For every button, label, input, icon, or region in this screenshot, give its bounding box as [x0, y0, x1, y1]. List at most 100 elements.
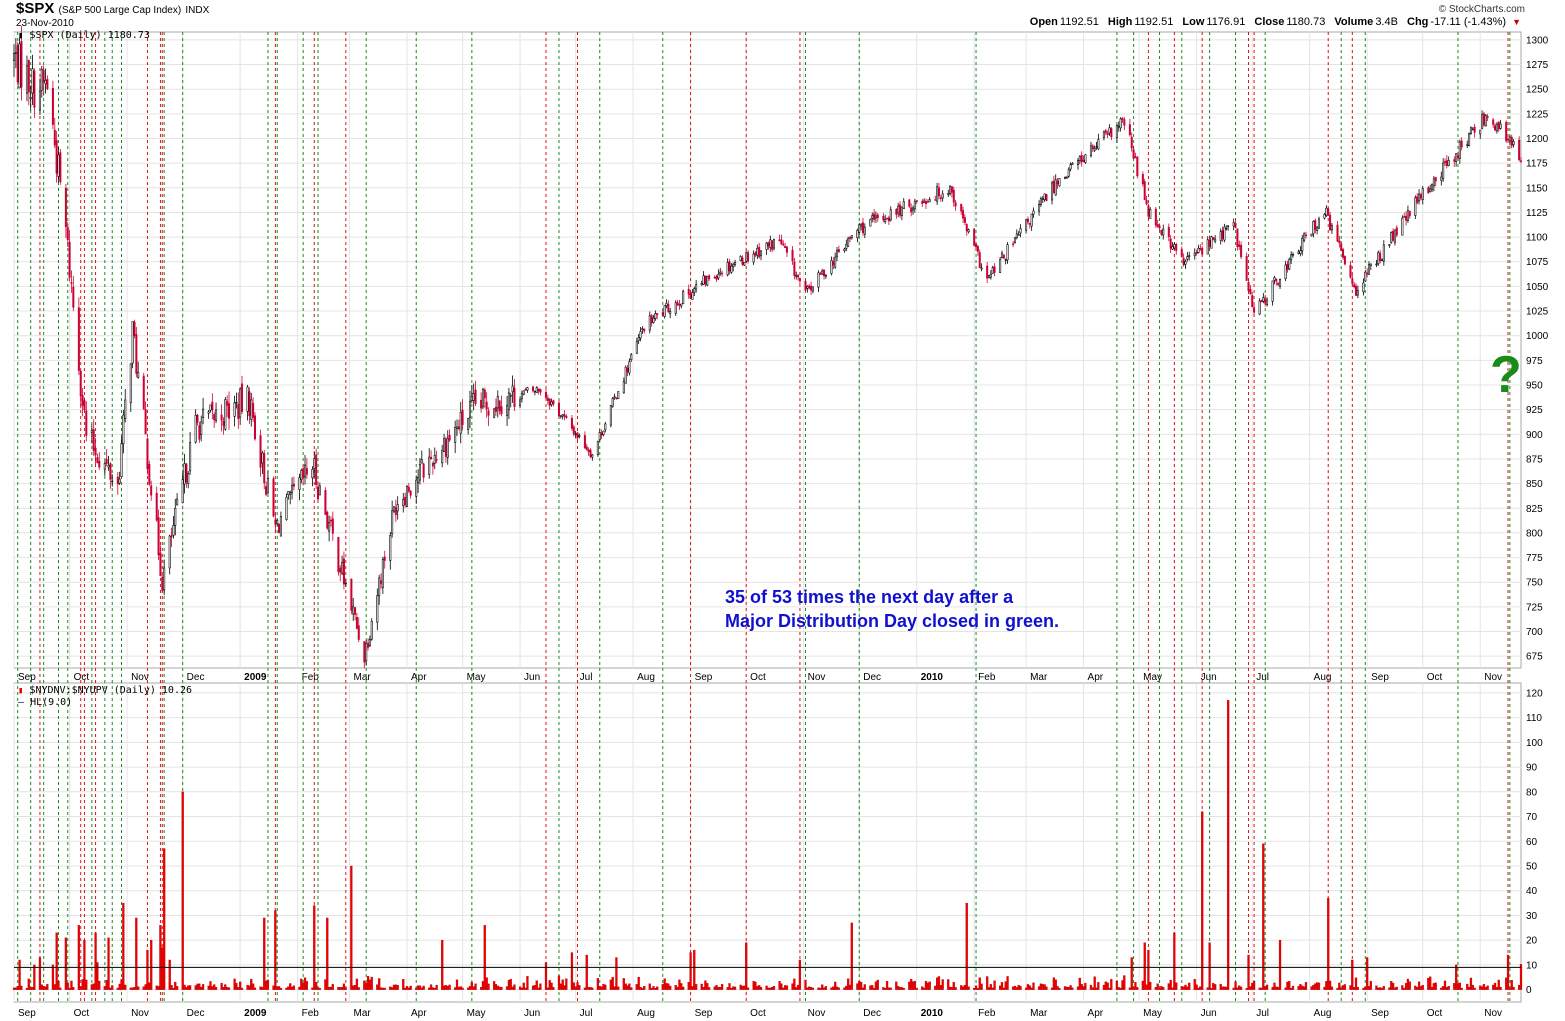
candle-body — [1019, 228, 1022, 234]
candle-body — [1043, 193, 1046, 200]
ratio-bar — [1297, 986, 1300, 990]
ratio-y-tick-label: 40 — [1526, 886, 1538, 897]
candle-body — [587, 449, 590, 452]
ratio-y-tick-label: 50 — [1526, 861, 1538, 872]
ratio-bar — [1110, 979, 1113, 990]
ratio-bar — [446, 985, 449, 990]
ratio-bar — [1327, 897, 1330, 990]
candle-body — [1038, 204, 1041, 212]
ratio-bar — [120, 979, 123, 990]
candle-body — [1401, 217, 1404, 236]
ratio-bar — [952, 982, 955, 990]
ratio-bar — [211, 986, 214, 990]
candle-body — [1143, 181, 1146, 201]
price-y-tick-label: 1150 — [1526, 183, 1548, 194]
ratio-x-tick-label: Nov — [808, 1008, 826, 1019]
ratio-bar — [902, 987, 905, 990]
ratio-bar — [924, 980, 928, 990]
candle-body — [797, 274, 800, 278]
candle-body — [1316, 227, 1319, 231]
ratio-bar — [583, 987, 587, 990]
candle-body — [1455, 153, 1458, 162]
brand-link[interactable]: © StockCharts.com — [1438, 4, 1525, 15]
ratio-bar — [240, 987, 244, 990]
ratio-y-tick-label: 0 — [1526, 985, 1532, 996]
ratio-bar — [1056, 986, 1059, 990]
candle-body — [1041, 198, 1044, 200]
ratio-bar — [1362, 987, 1365, 990]
candle-body — [950, 186, 953, 193]
candle-body — [148, 464, 151, 485]
candle-body — [1002, 254, 1005, 259]
candle-body — [417, 477, 420, 483]
candle-body — [196, 414, 199, 423]
ratio-bar — [570, 952, 574, 990]
candle-body — [313, 458, 316, 469]
ratio-bar — [1299, 984, 1302, 990]
ratio-bar — [1006, 976, 1009, 990]
ratio-bar — [861, 987, 865, 990]
candle-body — [1471, 128, 1474, 131]
candle-body — [1473, 126, 1476, 133]
candle-body — [454, 427, 457, 443]
price-x-tick-label: May — [467, 672, 486, 683]
candle-body — [187, 473, 190, 484]
ratio-bar — [652, 986, 655, 990]
ratio-bar — [1349, 985, 1352, 990]
ratio-bar — [14, 987, 17, 990]
ratio-bar — [90, 984, 93, 990]
ratio-bar — [44, 986, 47, 990]
candle-body — [42, 70, 45, 83]
candle-body — [989, 273, 992, 278]
price-y-tick-label: 1025 — [1526, 307, 1549, 318]
ratio-bar — [1379, 987, 1382, 990]
ratio-bar — [1195, 984, 1198, 990]
ticker-symbol: $SPX — [16, 0, 55, 17]
candle-body — [765, 242, 768, 251]
candle-body — [1499, 123, 1502, 129]
ratio-bar — [845, 985, 848, 990]
candle-body — [1379, 252, 1382, 261]
ratio-bar — [728, 983, 731, 990]
ratio-bar — [1084, 982, 1087, 990]
candle-body — [381, 559, 384, 588]
candle-body — [1482, 113, 1485, 126]
ratio-bar — [656, 986, 659, 990]
ratio-bar — [1212, 983, 1215, 990]
candle-body — [18, 43, 21, 89]
candle-body — [183, 463, 186, 485]
candle-body — [493, 408, 496, 418]
candle-body — [626, 367, 629, 372]
candle-body — [96, 457, 99, 464]
candle-body — [656, 313, 659, 315]
ratio-bar — [1223, 986, 1226, 990]
price-x-tick-label: Nov — [808, 672, 826, 683]
ratio-bar — [1303, 986, 1306, 990]
ratio-bar — [391, 987, 394, 990]
candle-body — [936, 186, 939, 202]
ratio-bar — [1271, 986, 1274, 990]
candle-body — [986, 265, 989, 279]
candle-body — [1466, 144, 1469, 146]
candle-body — [874, 215, 877, 219]
ratio-bar — [544, 962, 548, 990]
candle-body — [135, 334, 138, 374]
candle-body — [544, 391, 548, 398]
candle-body — [266, 478, 269, 494]
candle-body — [46, 78, 49, 89]
candle-body — [1364, 271, 1367, 282]
ratio-bar — [500, 986, 503, 990]
candle-body — [1219, 231, 1222, 241]
ratio-bar — [142, 986, 145, 990]
ratio-bar — [353, 985, 357, 990]
ratio-bar — [628, 983, 631, 990]
ratio-bar — [1004, 981, 1007, 990]
ratio-bar — [987, 987, 991, 990]
ratio-bar — [889, 987, 892, 990]
candle-body — [1416, 196, 1419, 203]
candle-body — [1447, 160, 1450, 166]
ratio-bar — [1104, 981, 1107, 990]
candle-body — [98, 460, 101, 468]
candle-body — [1338, 240, 1341, 244]
ratio-bar — [546, 987, 549, 990]
